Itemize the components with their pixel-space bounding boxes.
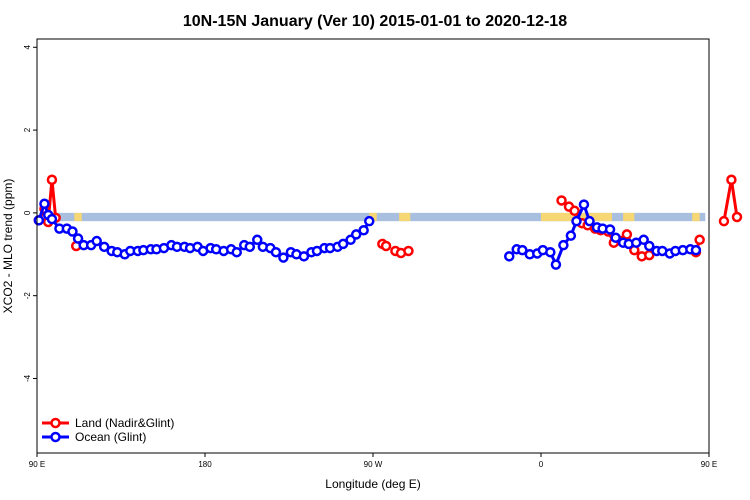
y-axis: 4 2 0 -2 -4 [23, 45, 37, 382]
y-tick-label: -2 [23, 292, 32, 300]
legend-label-ocean: Ocean (Glint) [75, 430, 146, 444]
data-point-ocean [91, 235, 102, 247]
data-point-land [718, 215, 730, 227]
data-point-ocean [33, 215, 45, 226]
x-tick-label: 0 [539, 460, 544, 469]
data-point-ocean [39, 198, 50, 210]
land-band [40, 212, 706, 222]
data-point-ocean [550, 259, 562, 270]
data-point-ocean [67, 226, 78, 237]
data-point-ocean [504, 251, 515, 262]
land-patch [623, 212, 635, 222]
data-point-land [46, 174, 58, 186]
data-point-land [556, 195, 567, 206]
data-point-ocean [604, 224, 616, 235]
x-axis: 90 E 180 90 W 0 90 E [29, 453, 717, 469]
x-axis-label: Longitude (deg E) [325, 477, 420, 491]
legend-marker-ocean [50, 431, 61, 443]
x-tick-label: 90 E [29, 460, 45, 469]
y-axis-label: XCO2 - MLO trend (ppm) [1, 179, 15, 314]
land-patch [399, 212, 411, 222]
data-point-ocean [545, 246, 556, 258]
y-tick-label: -4 [23, 374, 32, 382]
data-point-ocean [337, 238, 349, 250]
data-point-land [380, 240, 392, 252]
data-point-ocean [644, 240, 655, 252]
data-point-ocean [98, 241, 110, 253]
data-point-ocean [517, 244, 528, 256]
data-point-ocean [244, 241, 256, 253]
data-point-ocean [638, 234, 649, 246]
data-point-ocean [252, 234, 263, 246]
data-point-ocean [584, 215, 595, 227]
data-point-ocean [46, 213, 58, 225]
data-point-ocean [231, 246, 242, 258]
data-point-land [569, 205, 580, 217]
data-point-ocean [364, 215, 375, 227]
legend: Land (Nadir&Glint) Ocean (Glint) [42, 416, 174, 444]
data-point-ocean [558, 239, 569, 251]
data-point-land [731, 211, 743, 223]
data-point-ocean [72, 233, 84, 244]
data-point-ocean [278, 252, 289, 263]
x-tick-label: 90 E [701, 460, 717, 469]
data-point-ocean [298, 251, 310, 262]
y-tick-label: 0 [23, 210, 32, 215]
data-point-ocean [571, 215, 582, 227]
land-patch [74, 212, 82, 222]
x-tick-label: 180 [198, 460, 212, 469]
data-point-ocean [358, 225, 369, 236]
data-point-ocean [610, 232, 621, 243]
data-point-ocean [270, 246, 282, 258]
chart-title: 10N-15N January (Ver 10) 2015-01-01 to 2… [183, 13, 567, 30]
data-point-land [403, 245, 414, 257]
land-patch [369, 212, 377, 222]
data-point-ocean [690, 244, 702, 256]
y-tick-label: 4 [23, 45, 32, 50]
data-point-ocean [578, 199, 590, 210]
y-tick-label: 2 [23, 127, 32, 132]
legend-marker-land [50, 417, 61, 429]
land-patch [692, 212, 700, 222]
data-point-land [726, 174, 737, 186]
data-point-ocean [350, 229, 362, 240]
x-tick-label: 90 W [364, 460, 383, 469]
data-point-land [621, 229, 633, 240]
data-point-ocean [565, 230, 577, 241]
data-point-land [694, 234, 705, 246]
legend-label-land: Land (Nadir&Glint) [75, 416, 174, 430]
series-layer [33, 174, 743, 270]
